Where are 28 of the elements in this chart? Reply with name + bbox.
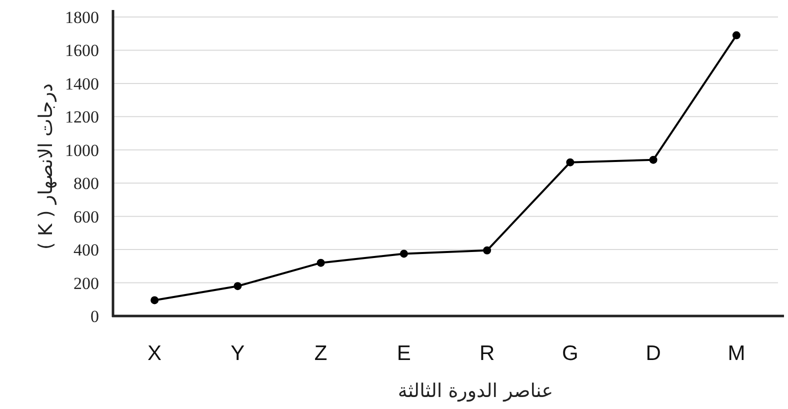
point	[732, 31, 740, 40]
x-tick-label: Z	[314, 342, 328, 365]
point	[566, 158, 574, 166]
x-tick-label: R	[479, 342, 495, 365]
x-tick-label: G	[562, 342, 578, 365]
x-tick-label: X	[148, 342, 162, 365]
y-tick-label: 600	[74, 207, 99, 226]
y-tick-label: 800	[74, 174, 99, 194]
point	[400, 250, 408, 258]
y-tick-label: 400	[74, 240, 99, 260]
y-tick-label: 1200	[65, 108, 99, 127]
point	[649, 156, 658, 164]
point	[234, 282, 242, 290]
y-tick-label: 1600	[65, 41, 99, 60]
y-axis-title: درجات الانصهار ( K )	[35, 83, 57, 250]
x-tick-label: Y	[230, 342, 245, 365]
y-tick-label: 0	[90, 307, 99, 326]
x-tick-label: E	[396, 342, 411, 365]
y-tick-label: 1800	[65, 8, 99, 27]
point	[150, 296, 159, 304]
y-tick-label: 1400	[65, 74, 99, 94]
x-axis-title: عناصر الدورة الثالثة	[398, 380, 554, 402]
y-tick-label: 200	[74, 274, 99, 293]
x-tick-label: D	[646, 342, 661, 365]
point	[483, 246, 492, 254]
y-tick-label: 1000	[65, 140, 99, 160]
point	[316, 258, 325, 267]
x-tick-label: M	[728, 342, 746, 365]
